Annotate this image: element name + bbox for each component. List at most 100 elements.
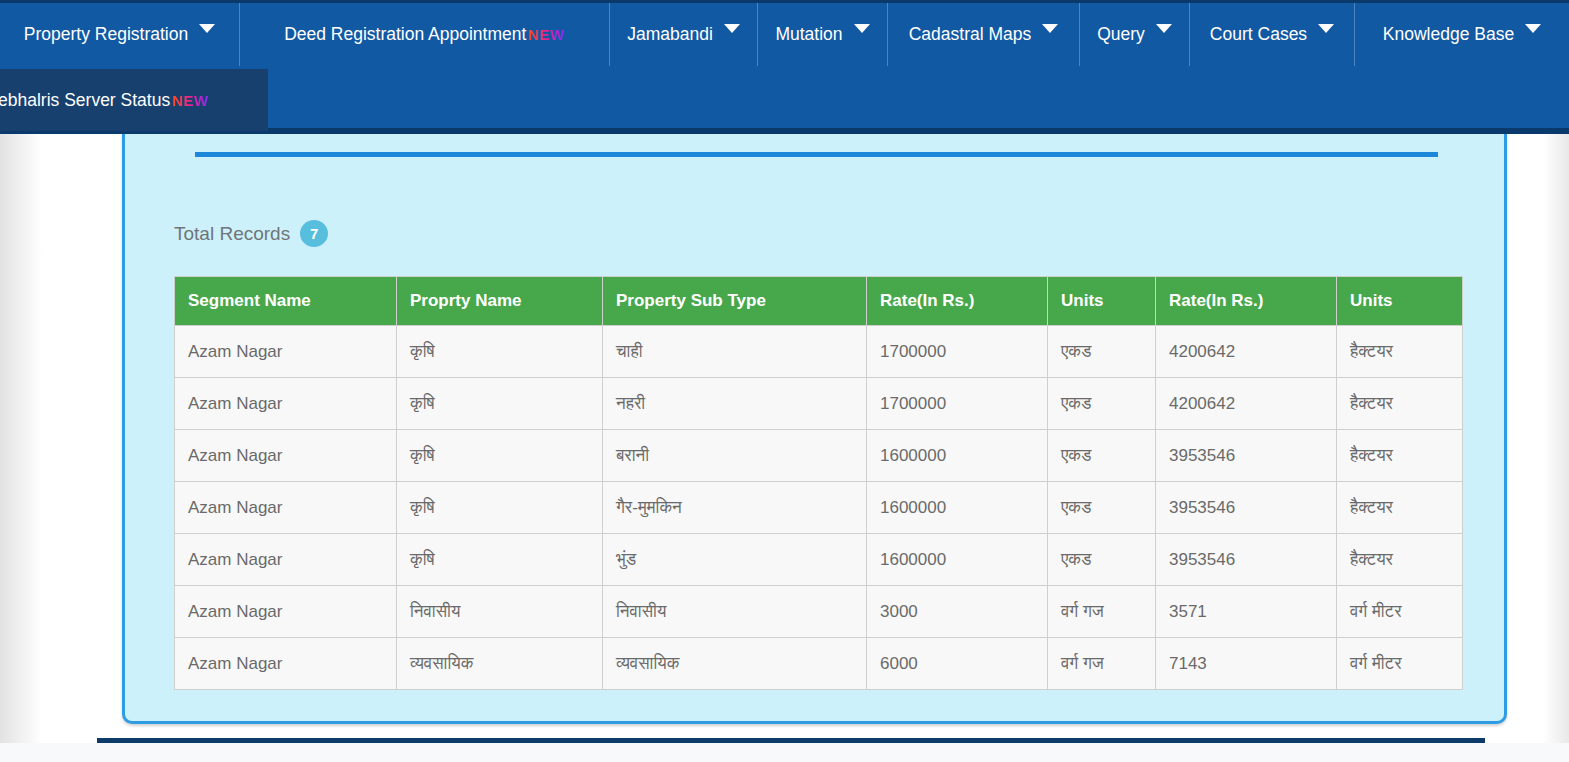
table-cell: 4200642	[1156, 326, 1337, 378]
table-cell: Azam Nagar	[175, 586, 397, 638]
table-header-cell: Proprty Name	[397, 277, 603, 326]
table-cell: 1700000	[867, 378, 1048, 430]
chevron-down-icon	[1042, 24, 1058, 33]
table-cell: 1600000	[867, 534, 1048, 586]
table-header-cell: Property Sub Type	[603, 277, 867, 326]
table-row: Azam Nagarनिवासीयनिवासीय3000वर्ग गज3571व…	[175, 586, 1463, 638]
table-cell: निवासीय	[603, 586, 867, 638]
table-row: Azam Nagarकृषिगैर-मुमकिन1600000एकड395354…	[175, 482, 1463, 534]
table-cell: 4200642	[1156, 378, 1337, 430]
table-body: Azam Nagarकृषिचाही1700000एकड4200642हैक्ट…	[175, 326, 1463, 690]
table-cell: 3953546	[1156, 534, 1337, 586]
table-cell: एकड	[1048, 430, 1156, 482]
chevron-down-icon	[1525, 24, 1541, 33]
chevron-down-icon	[1318, 24, 1334, 33]
table-cell: Azam Nagar	[175, 326, 397, 378]
table-header-cell: Segment Name	[175, 277, 397, 326]
nav-item-label: Knowledge Base	[1383, 24, 1514, 45]
nav-subitem-webhalris-server-status[interactable]: ebhalris Server StatusNEW	[0, 69, 268, 131]
table-cell: Azam Nagar	[175, 430, 397, 482]
table-cell: भुंड	[603, 534, 867, 586]
table-cell: गैर-मुमकिन	[603, 482, 867, 534]
table-cell: कृषि	[397, 534, 603, 586]
table-cell: 3571	[1156, 586, 1337, 638]
nav-item-label: Court Cases	[1210, 24, 1307, 45]
table-cell: 1700000	[867, 326, 1048, 378]
table-cell: 1600000	[867, 430, 1048, 482]
panel-top-divider	[195, 152, 1438, 157]
table-row: Azam Nagarकृषिबरानी1600000एकड3953546हैक्…	[175, 430, 1463, 482]
table-cell: 3953546	[1156, 482, 1337, 534]
new-badge: NEW	[528, 26, 565, 43]
table-cell: 1600000	[867, 482, 1048, 534]
chevron-down-icon	[1156, 24, 1172, 33]
nav-item-deed-registration-appointment[interactable]: Deed Registration AppointmentNEW	[240, 3, 610, 66]
nav-item-jamabandi[interactable]: Jamabandi	[610, 3, 758, 66]
table-cell: Azam Nagar	[175, 482, 397, 534]
table-cell: 3953546	[1156, 430, 1337, 482]
table-cell: कृषि	[397, 482, 603, 534]
table-cell: बरानी	[603, 430, 867, 482]
table-cell: एकड	[1048, 326, 1156, 378]
top-navbar: Property Registration Deed Registration A…	[0, 0, 1569, 134]
nav-subitem-label: ebhalris Server Status	[0, 90, 170, 111]
table-row: Azam Nagarकृषिभुंड1600000एकड3953546हैक्ट…	[175, 534, 1463, 586]
table-cell: वर्ग गज	[1048, 638, 1156, 690]
table-cell: एकड	[1048, 482, 1156, 534]
table-cell: Azam Nagar	[175, 638, 397, 690]
table-cell: Azam Nagar	[175, 534, 397, 586]
nav-item-cadastral-maps[interactable]: Cadastral Maps	[888, 3, 1080, 66]
page-right-shadow	[1543, 134, 1569, 762]
total-records-label: Total Records	[174, 223, 290, 245]
nav-item-property-registration[interactable]: Property Registration	[0, 3, 240, 66]
nav-item-mutation[interactable]: Mutation	[758, 3, 888, 66]
table-header-cell: Units	[1337, 277, 1463, 326]
table-header-cell: Rate(In Rs.)	[867, 277, 1048, 326]
nav-item-label: Mutation	[775, 24, 842, 45]
page-bottom-strip	[0, 743, 1569, 762]
table-row: Azam Nagarव्यवसायिकव्यवसायिक6000वर्ग गज7…	[175, 638, 1463, 690]
nav-menu-row: Property Registration Deed Registration A…	[0, 3, 1569, 66]
new-badge: NEW	[172, 92, 209, 109]
table-row: Azam Nagarकृषिनहरी1700000एकड4200642हैक्ट…	[175, 378, 1463, 430]
table-cell: एकड	[1048, 534, 1156, 586]
table-header-cell: Rate(In Rs.)	[1156, 277, 1337, 326]
table-cell: 6000	[867, 638, 1048, 690]
nav-item-query[interactable]: Query	[1080, 3, 1190, 66]
table-cell: कृषि	[397, 326, 603, 378]
nav-item-label: Query	[1097, 24, 1145, 45]
table-cell: कृषि	[397, 378, 603, 430]
page-left-shadow	[0, 134, 42, 762]
chevron-down-icon	[199, 24, 215, 33]
chevron-down-icon	[854, 24, 870, 33]
table-cell: वर्ग गज	[1048, 586, 1156, 638]
table-cell: हैक्टयर	[1337, 482, 1463, 534]
chevron-down-icon	[724, 24, 740, 33]
total-records: Total Records 7	[174, 220, 328, 247]
table-cell: हैक्टयर	[1337, 534, 1463, 586]
table-cell: हैक्टयर	[1337, 430, 1463, 482]
table-cell: Azam Nagar	[175, 378, 397, 430]
results-panel: Total Records 7 Segment NameProprty Name…	[122, 134, 1507, 724]
table-cell: कृषि	[397, 430, 603, 482]
table-cell: निवासीय	[397, 586, 603, 638]
nav-item-knowledge-base[interactable]: Knowledge Base	[1355, 3, 1569, 66]
table-header-row: Segment NameProprty NameProperty Sub Typ…	[175, 277, 1463, 326]
table-cell: हैक्टयर	[1337, 378, 1463, 430]
table-cell: वर्ग मीटर	[1337, 638, 1463, 690]
nav-item-label: Property Registration	[24, 24, 188, 45]
table-cell: हैक्टयर	[1337, 326, 1463, 378]
table-header-cell: Units	[1048, 277, 1156, 326]
table-cell: 7143	[1156, 638, 1337, 690]
table-cell: 3000	[867, 586, 1048, 638]
table-cell: व्यवसायिक	[603, 638, 867, 690]
table-cell: नहरी	[603, 378, 867, 430]
total-records-count-badge: 7	[300, 220, 328, 247]
nav-item-label: Jamabandi	[627, 24, 713, 45]
table-cell: व्यवसायिक	[397, 638, 603, 690]
table-cell: एकड	[1048, 378, 1156, 430]
nav-item-court-cases[interactable]: Court Cases	[1190, 3, 1355, 66]
nav-item-label: Deed Registration Appointment	[284, 24, 526, 45]
property-rates-table: Segment NameProprty NameProperty Sub Typ…	[174, 276, 1463, 690]
nav-item-label: Cadastral Maps	[909, 24, 1032, 45]
